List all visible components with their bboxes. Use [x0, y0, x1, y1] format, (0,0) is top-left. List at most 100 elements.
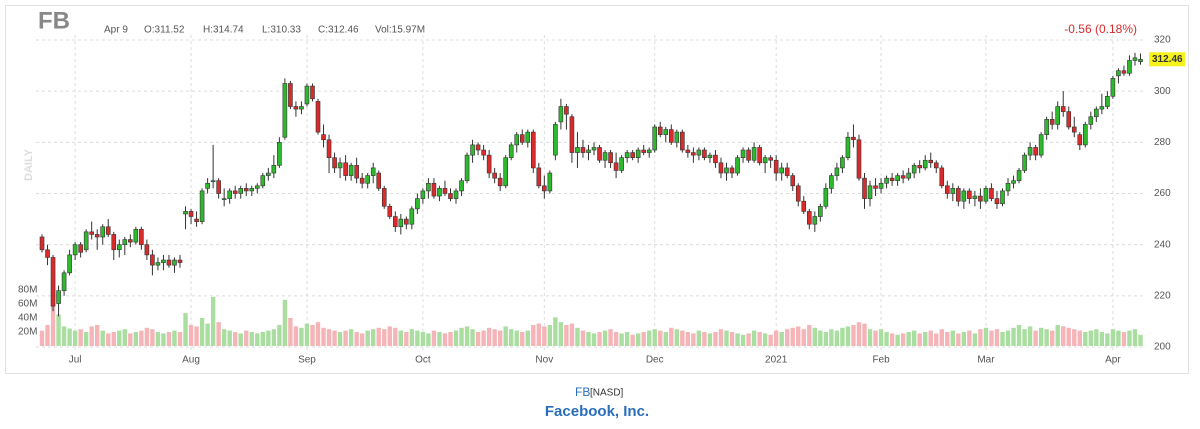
date: Apr 9 — [104, 25, 128, 36]
volume-bar — [718, 329, 724, 346]
candle-body — [1082, 124, 1088, 146]
candle-body — [1033, 147, 1038, 156]
candle-body — [188, 211, 194, 217]
candle-body — [602, 152, 608, 161]
volume-bar — [492, 329, 497, 346]
candle-body — [790, 175, 796, 187]
volume-bar — [553, 317, 558, 346]
x-tick-label: Dec — [646, 355, 664, 366]
volume-bar — [630, 334, 635, 346]
candle-body — [911, 165, 917, 174]
candle-body — [944, 185, 950, 194]
x-tick-label: Feb — [872, 355, 890, 366]
candle-body — [50, 257, 56, 307]
volume-bar — [619, 333, 624, 346]
volume: Vol:15.97M — [375, 25, 425, 36]
candle-body — [1071, 126, 1077, 133]
candle-body — [354, 165, 359, 179]
candle-body — [343, 162, 348, 176]
volume-bar — [1066, 327, 1071, 346]
volume-bar — [635, 333, 641, 346]
candle-body — [646, 149, 652, 153]
candle-body — [983, 188, 989, 202]
volume-bar — [856, 322, 862, 346]
y-tick-label: 320 — [1154, 35, 1171, 46]
volume-bar — [448, 332, 453, 346]
volume-bar — [139, 330, 144, 346]
candle-body — [243, 188, 249, 192]
candle-body — [1011, 180, 1016, 184]
candle-body — [514, 134, 520, 146]
candle-body — [856, 139, 862, 179]
candle-body — [735, 157, 740, 174]
volume-bar — [851, 325, 856, 346]
volume-bar — [315, 322, 321, 346]
last-price-label: 312.46 — [1152, 54, 1183, 65]
volume-tick-label: 60M — [18, 299, 37, 310]
volume-bar — [779, 332, 784, 346]
candle-body — [232, 190, 238, 194]
x-tick-label: 2021 — [765, 355, 788, 366]
candle-body — [304, 85, 310, 105]
volume-bar — [972, 333, 978, 346]
volume-bar — [122, 329, 128, 346]
volume-bar — [199, 318, 205, 346]
candle-body — [575, 147, 580, 153]
candle-body — [657, 126, 663, 135]
volume-bar — [1005, 330, 1011, 346]
volume-bar — [393, 327, 398, 346]
candle-body — [718, 162, 724, 174]
volume-bar — [1038, 327, 1044, 346]
volume-bar — [387, 326, 392, 346]
volume-bars — [39, 278, 1143, 346]
volume-bar — [221, 329, 227, 346]
company-name: Facebook, Inc. — [545, 403, 649, 420]
candle-body — [404, 218, 409, 225]
volume-bar — [1132, 329, 1138, 346]
candle-body — [161, 259, 166, 263]
volume-bar — [282, 299, 288, 346]
period-watermark: DAILY — [23, 148, 35, 181]
volume-bar — [1055, 325, 1060, 346]
candle-body — [906, 172, 911, 179]
volume-bar — [437, 332, 442, 346]
volume-bar — [359, 333, 365, 346]
volume-bar — [106, 333, 111, 346]
volume-bar — [928, 330, 933, 346]
candle-body — [122, 239, 128, 245]
candle-body — [1094, 108, 1099, 118]
volume-bar — [271, 329, 277, 346]
volume-bar — [1033, 330, 1038, 346]
volume-bar — [497, 330, 503, 346]
volume-bar — [299, 327, 304, 346]
volume-bar — [172, 330, 177, 346]
volume-bar — [624, 332, 630, 346]
volume-bar — [978, 329, 983, 346]
volume-bar — [685, 332, 691, 346]
candle-body — [591, 147, 597, 151]
candle-body — [851, 136, 856, 141]
candle-body — [972, 195, 978, 199]
candle-body — [1000, 190, 1005, 205]
candle-body — [392, 216, 398, 228]
volume-bar — [233, 332, 238, 346]
volume-bar — [442, 333, 448, 346]
volume-bar — [177, 332, 183, 346]
candle-body — [1121, 70, 1127, 74]
candle-body — [227, 190, 232, 199]
candle-body — [56, 290, 61, 304]
volume-tick-label: 80M — [18, 285, 37, 296]
volume-bar — [1099, 332, 1105, 346]
volume-bar — [702, 332, 707, 346]
volume-bar — [50, 278, 56, 346]
volume-bar — [696, 330, 702, 346]
candle-body — [370, 167, 376, 176]
volume-bar — [1027, 326, 1033, 346]
candle-body — [619, 157, 624, 171]
volume-bar — [205, 323, 210, 346]
volume-bar — [939, 329, 944, 346]
volume-bar — [293, 326, 299, 346]
volume-bar — [1072, 329, 1077, 346]
volume-bar — [558, 322, 564, 346]
candle-body — [680, 131, 685, 151]
